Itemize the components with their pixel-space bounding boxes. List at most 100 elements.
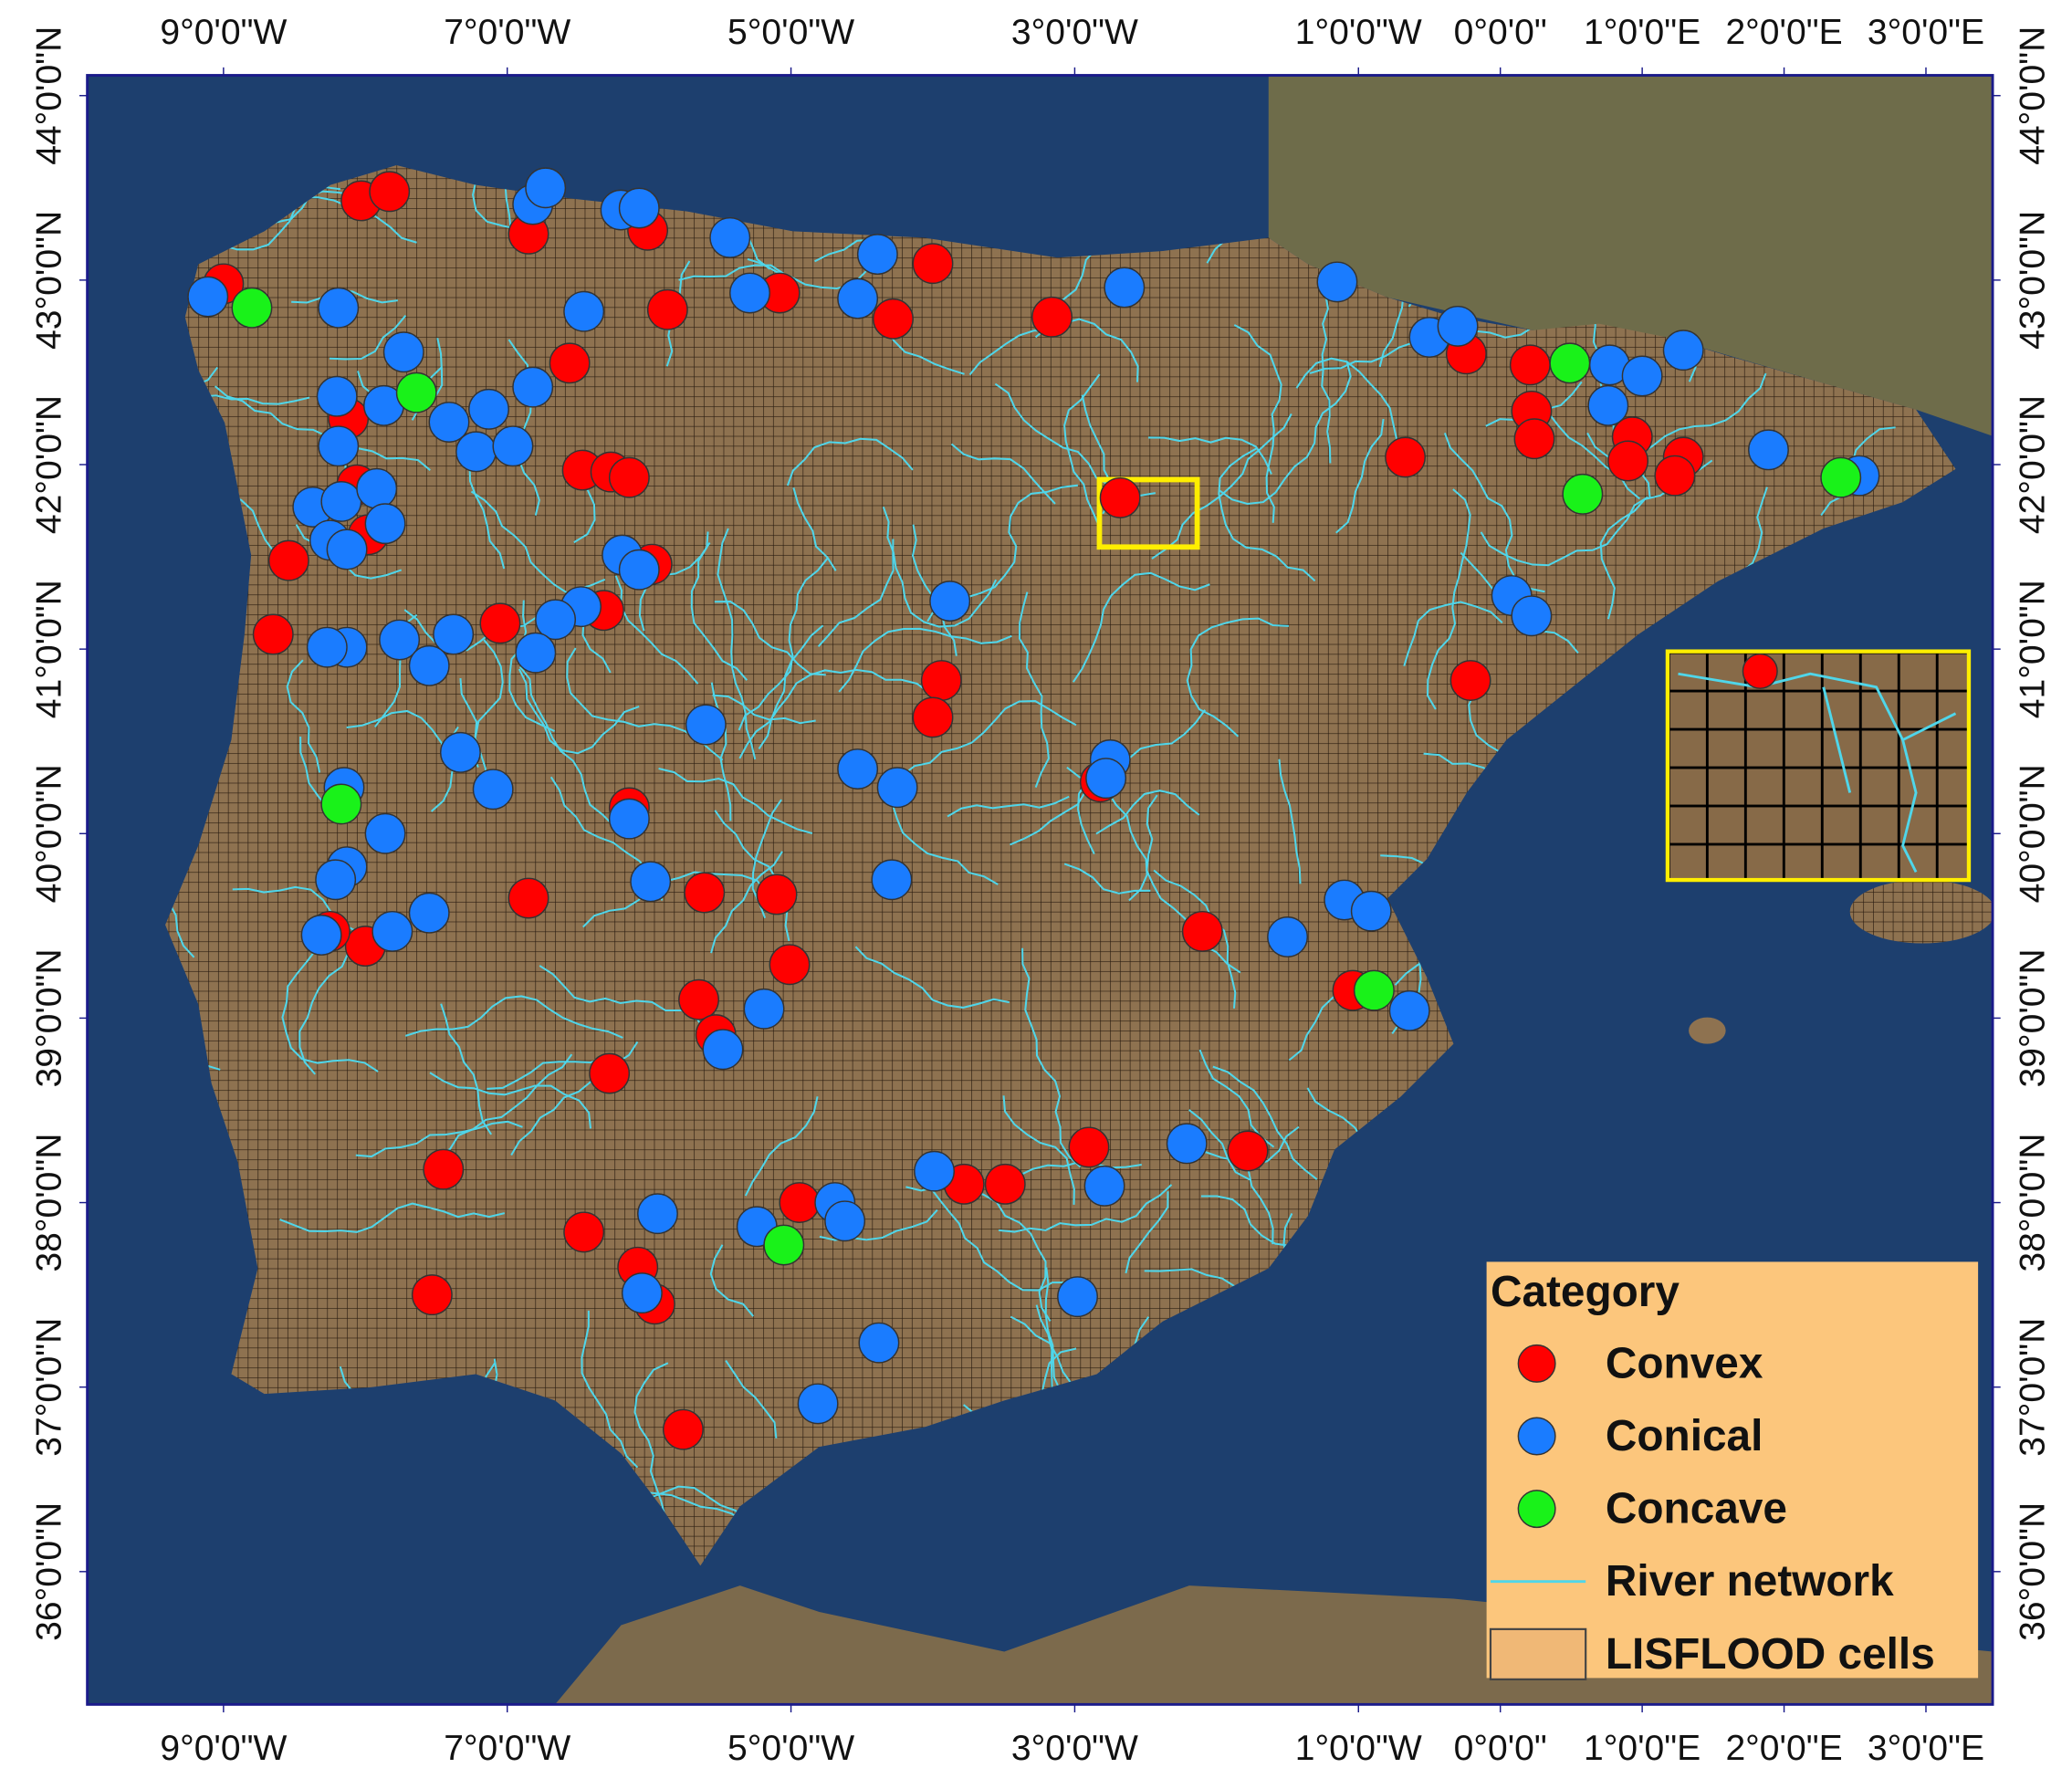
- x-tick-label: 5°0'0"W: [727, 1729, 854, 1768]
- river: [690, 531, 748, 681]
- x-tick-label: 1°0'0"E: [1584, 1729, 1701, 1768]
- y-tick-label: 42°0'0"N: [2013, 395, 2052, 534]
- site-point: [589, 1052, 631, 1094]
- y-tick-label: 40°0'0"N: [2013, 764, 2052, 903]
- site-point: [455, 431, 497, 473]
- site-point: [630, 861, 672, 903]
- river: [714, 810, 790, 942]
- site-point: [618, 187, 660, 229]
- site-point: [364, 812, 406, 854]
- zoom-box: [1096, 476, 1200, 550]
- river: [738, 668, 931, 759]
- site-point: [267, 539, 309, 581]
- site-point: [684, 872, 726, 914]
- site-point: [637, 1193, 678, 1235]
- river: [1095, 790, 1200, 835]
- river: [518, 668, 640, 755]
- site-point: [187, 276, 229, 318]
- x-tick-label: 1°0'0"W: [1295, 1729, 1422, 1768]
- river: [504, 164, 607, 232]
- site-point: [1654, 455, 1696, 497]
- river: [214, 385, 431, 471]
- site-point: [779, 1182, 821, 1223]
- site-point: [663, 1408, 704, 1450]
- site-point: [756, 874, 798, 915]
- site-point: [912, 696, 954, 738]
- river: [346, 709, 448, 758]
- river: [1427, 488, 1471, 710]
- river: [1125, 1191, 1169, 1274]
- inset-cells: [1667, 651, 1969, 881]
- site-point: [1057, 1276, 1098, 1318]
- site-point: [408, 892, 450, 934]
- river: [355, 1120, 523, 1158]
- site-point: [729, 272, 770, 314]
- balearic-island: [1689, 1017, 1726, 1044]
- river: [854, 946, 1010, 1009]
- site-point: [621, 1272, 663, 1314]
- river: [614, 575, 699, 685]
- site-point: [984, 1163, 1026, 1205]
- site-point: [1509, 344, 1551, 386]
- river: [738, 557, 829, 731]
- river: [1212, 1065, 1318, 1180]
- river: [1002, 1095, 1075, 1205]
- site-point: [379, 619, 421, 661]
- site-point: [364, 503, 406, 545]
- y-tick-label: 43°0'0"N: [2013, 211, 2052, 350]
- river: [911, 524, 958, 656]
- legend-marker: [1517, 1490, 1556, 1529]
- site-point: [428, 402, 470, 443]
- site-point: [858, 1322, 900, 1364]
- river: [1480, 496, 1648, 567]
- river: [838, 627, 1012, 693]
- river: [1540, 398, 1641, 500]
- site-point: [408, 644, 450, 686]
- river: [1320, 277, 1332, 464]
- legend-label: Concave: [1606, 1485, 1787, 1533]
- site-point: [1385, 436, 1427, 478]
- river: [508, 600, 555, 732]
- river: [518, 665, 629, 834]
- site-point: [508, 877, 549, 919]
- y-tick-label: 39°0'0"N: [2013, 948, 2052, 1087]
- site-point: [231, 287, 273, 329]
- x-tick-label: 7°0'0"W: [444, 1729, 570, 1768]
- site-point: [1820, 456, 1862, 498]
- legend: Category River network LISFLOOD cells Co…: [1486, 1261, 1979, 1680]
- balearic-island: [1849, 880, 1994, 944]
- site-point: [479, 602, 521, 644]
- site-point: [1607, 440, 1649, 482]
- map-frame: [86, 74, 1994, 1706]
- site-point: [1350, 890, 1392, 932]
- river: [744, 1096, 819, 1197]
- x-tick-label: 3°0'0"W: [1011, 13, 1138, 52]
- site-point: [492, 425, 534, 467]
- river: [470, 490, 612, 674]
- river: [792, 487, 837, 571]
- river: [998, 1184, 1173, 1233]
- river: [1188, 1109, 1251, 1181]
- river: [884, 327, 965, 375]
- y-tick-label: 42°0'0"N: [30, 395, 69, 534]
- legend-label: Convex: [1606, 1339, 1763, 1387]
- legend-title: Category: [1491, 1268, 1680, 1316]
- river: [404, 995, 623, 1039]
- site-point: [316, 375, 358, 417]
- river: [712, 694, 816, 725]
- site-point: [472, 769, 514, 811]
- site-point: [515, 632, 557, 674]
- site-point: [929, 581, 971, 622]
- site-point: [824, 1200, 866, 1242]
- site-point: [300, 915, 342, 956]
- x-tick-label: 7°0'0"W: [444, 13, 570, 52]
- site-point: [1031, 296, 1073, 338]
- x-tick-label: 3°0'0"E: [1868, 13, 1984, 52]
- river: [1072, 571, 1210, 683]
- site-point: [914, 1150, 955, 1192]
- river: [508, 339, 540, 516]
- river: [581, 1310, 639, 1469]
- y-tick-label: 37°0'0"N: [2013, 1318, 2052, 1457]
